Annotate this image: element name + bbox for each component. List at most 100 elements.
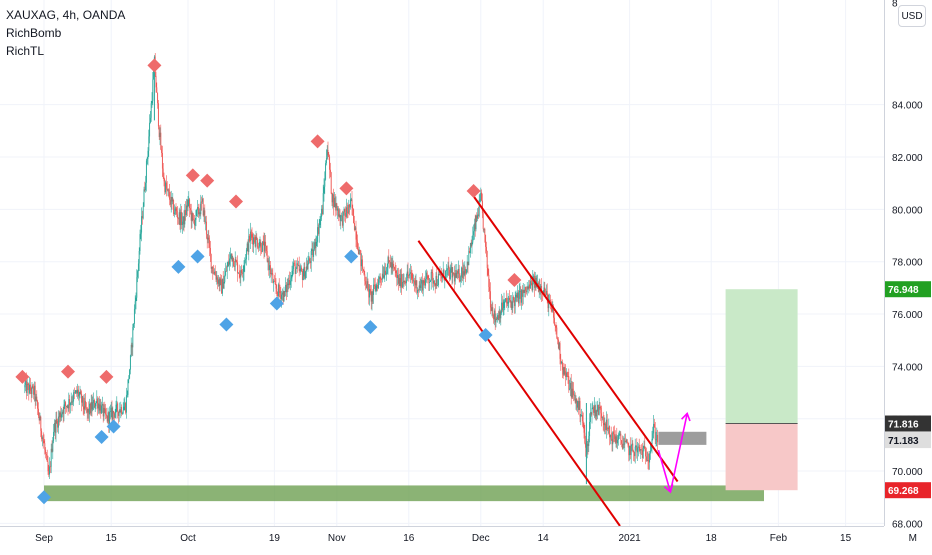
candle-body bbox=[629, 446, 631, 455]
candle-body bbox=[447, 265, 449, 269]
candle-body bbox=[177, 214, 179, 219]
candle-body bbox=[649, 450, 651, 454]
candle-body bbox=[638, 446, 640, 448]
candle-body bbox=[26, 383, 28, 393]
candle-body bbox=[182, 216, 184, 222]
candle-body bbox=[312, 249, 314, 257]
candle-body bbox=[457, 271, 459, 274]
candle-body bbox=[217, 279, 219, 284]
candle-body bbox=[150, 103, 152, 118]
price-tick-label: 76.000 bbox=[892, 310, 923, 321]
candle-body bbox=[517, 292, 519, 298]
candle-body bbox=[91, 402, 93, 410]
support-zone[interactable] bbox=[44, 485, 764, 502]
price-axis-panel[interactable] bbox=[884, 0, 932, 550]
candle-body bbox=[104, 407, 106, 409]
candle-body bbox=[220, 278, 222, 280]
candle-body bbox=[355, 227, 357, 240]
currency-button[interactable]: USD bbox=[898, 5, 926, 27]
candle-body bbox=[593, 405, 595, 413]
candle-body bbox=[474, 223, 476, 230]
candle-body bbox=[582, 420, 584, 424]
candle-body bbox=[572, 388, 574, 392]
symbol-title[interactable]: XAUXAG, 4h, OANDA bbox=[6, 8, 126, 22]
candle-body bbox=[631, 443, 633, 446]
indicator-richbomb[interactable]: RichBomb bbox=[6, 26, 62, 40]
candle-body bbox=[531, 283, 533, 291]
candle-body bbox=[206, 234, 208, 240]
candle-body bbox=[557, 338, 559, 340]
candle-body bbox=[178, 212, 180, 219]
candle-body bbox=[289, 280, 291, 286]
candle-body bbox=[371, 291, 373, 302]
candle-body bbox=[436, 275, 438, 286]
time-axis-panel[interactable] bbox=[0, 526, 884, 550]
candle-body bbox=[123, 406, 125, 411]
candle-body bbox=[471, 242, 473, 247]
candle-body bbox=[465, 269, 467, 274]
candle-body bbox=[441, 276, 443, 279]
candle-body bbox=[564, 367, 566, 372]
candle-body bbox=[440, 274, 442, 277]
stop-loss-zone[interactable] bbox=[725, 423, 798, 491]
trend-line[interactable] bbox=[472, 195, 679, 483]
candle-body bbox=[642, 448, 644, 458]
candle-body bbox=[365, 284, 367, 289]
candle-body bbox=[318, 224, 320, 234]
candle-body bbox=[148, 136, 150, 151]
candle-body bbox=[588, 435, 590, 447]
candle-body bbox=[347, 211, 349, 213]
candle-body bbox=[445, 270, 447, 280]
candle-body bbox=[121, 406, 123, 414]
candle-body bbox=[181, 221, 183, 225]
candle-body bbox=[27, 383, 29, 385]
candle-body bbox=[142, 206, 144, 219]
candle-body bbox=[438, 273, 440, 275]
buy-signal-marker bbox=[478, 327, 493, 342]
candle-body bbox=[63, 404, 65, 414]
candle-body bbox=[477, 214, 479, 217]
candle-body bbox=[476, 215, 478, 219]
candle-body bbox=[401, 274, 403, 288]
candle-body bbox=[65, 405, 67, 407]
candle-body bbox=[118, 410, 120, 416]
candle-body bbox=[598, 407, 600, 415]
projection-arrow[interactable] bbox=[657, 413, 688, 493]
candle-body bbox=[51, 448, 53, 452]
candle-body bbox=[561, 361, 563, 371]
candle-body bbox=[93, 400, 95, 404]
candle-body bbox=[234, 259, 236, 267]
candle-body bbox=[221, 279, 223, 294]
indicator-richtl[interactable]: RichTL bbox=[6, 44, 45, 58]
candle-body bbox=[169, 199, 171, 205]
candle-body bbox=[560, 358, 562, 364]
candle-body bbox=[509, 300, 511, 303]
take-profit-zone[interactable] bbox=[725, 289, 798, 424]
trend-lines[interactable] bbox=[417, 195, 691, 527]
candle-body bbox=[46, 455, 48, 462]
candle-body bbox=[108, 412, 110, 424]
candle-body bbox=[402, 281, 404, 283]
candle-body bbox=[590, 412, 592, 415]
candle-body bbox=[109, 411, 111, 413]
candle-body bbox=[544, 287, 546, 295]
candle-body bbox=[625, 439, 627, 443]
candle-body bbox=[637, 446, 639, 448]
candle-body bbox=[450, 267, 452, 269]
candle-body bbox=[278, 284, 280, 292]
candle-body bbox=[192, 212, 194, 219]
price-tick-label: 78.000 bbox=[892, 258, 923, 269]
trend-line[interactable] bbox=[417, 240, 621, 527]
candle-body bbox=[96, 398, 98, 402]
candle-body bbox=[313, 242, 315, 250]
candle-body bbox=[343, 209, 345, 212]
candle-body bbox=[229, 254, 231, 259]
candle-body bbox=[413, 280, 415, 282]
candle-body bbox=[356, 239, 358, 242]
candle-body bbox=[129, 369, 131, 379]
candle-body bbox=[457, 268, 459, 274]
candle-body bbox=[297, 264, 299, 266]
candle-body bbox=[362, 269, 364, 270]
